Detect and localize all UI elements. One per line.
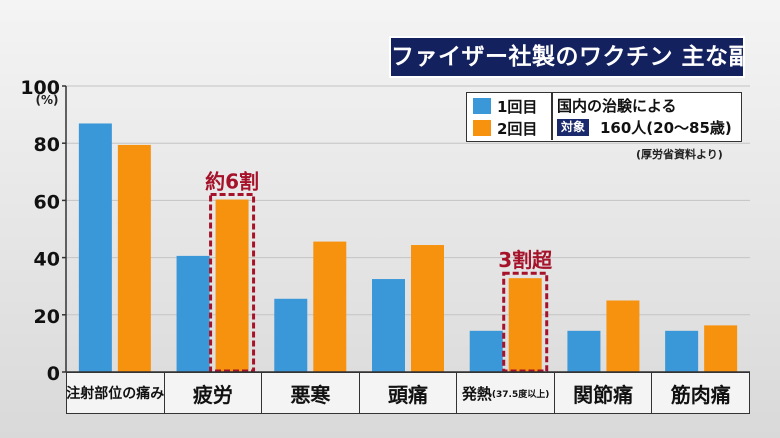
legend-label-series2: 2回目: [497, 119, 538, 138]
legend-label-series1: 1回目: [497, 97, 538, 116]
legend-divider: [551, 93, 553, 140]
bars: [78, 123, 738, 372]
bar-series1-cat1: [176, 255, 210, 372]
highlight-box: [502, 271, 549, 373]
bar-series1-cat3: [372, 279, 405, 372]
y-axis-unit: (%): [36, 93, 59, 107]
y-tick-label: 40: [34, 249, 60, 271]
annotations: 約6割 3割超: [205, 170, 553, 373]
legend-swatch-series2: [473, 120, 491, 136]
bar-series2-cat6: [704, 325, 738, 372]
target-count: 160人(20〜85歳): [600, 119, 732, 137]
legend-item-series2: 2回目: [473, 118, 537, 138]
bar-series2-cat3: [411, 245, 444, 372]
bar-series1-cat0: [78, 123, 112, 372]
target-tag: 対象: [557, 119, 590, 136]
category-label: 悪寒: [262, 373, 360, 413]
y-tick-label: 80: [34, 134, 60, 156]
legend-swatch-series1: [473, 98, 491, 114]
y-tick-label: 60: [34, 191, 60, 213]
category-label: 関節痛: [555, 373, 653, 413]
annotation-label: 3割超: [498, 248, 553, 272]
bar-series2-cat4: [508, 278, 542, 372]
y-tick-label: 100: [20, 77, 60, 99]
annotation-label: 約6割: [205, 170, 259, 194]
bar-series1-cat4: [469, 330, 503, 372]
source-note: (厚労省資料より): [636, 148, 723, 161]
legend-item-series1: 1回目: [473, 96, 537, 116]
category-label: 筋肉痛: [670, 382, 731, 407]
trial-label: 国内の治験による: [557, 97, 677, 115]
bar-series2-cat1: [215, 199, 249, 372]
category-label: 注射部位の痛み: [67, 373, 165, 413]
bar-series1-cat2: [274, 298, 308, 372]
legend: 1回目 2回目 国内の治験による 対象 160人(20〜85歳): [466, 92, 742, 142]
category-label: 頭痛: [360, 373, 458, 413]
bar-series2-cat5: [606, 300, 640, 372]
highlight-box: [209, 193, 256, 373]
category-label: 発熱 (37.5度以上): [457, 373, 555, 413]
y-tick-label: 0: [47, 363, 60, 385]
bar-series1-cat6: [665, 330, 699, 372]
bar-series2-cat2: [313, 241, 347, 372]
y-tick-label: 20: [34, 306, 60, 328]
bar-series1-cat5: [567, 330, 601, 372]
category-axis: 注射部位の痛み 疲労 悪寒 頭痛 発熱 (37.5度以上) 関節痛 筋肉痛: [66, 372, 750, 414]
category-label: 疲労: [165, 373, 263, 413]
y-axis-ticks: 0 20 40 60 80 100: [20, 77, 66, 385]
bar-series2-cat0: [117, 144, 151, 372]
chart-title: ファイザー社製のワクチン 主な副反応: [389, 36, 745, 78]
